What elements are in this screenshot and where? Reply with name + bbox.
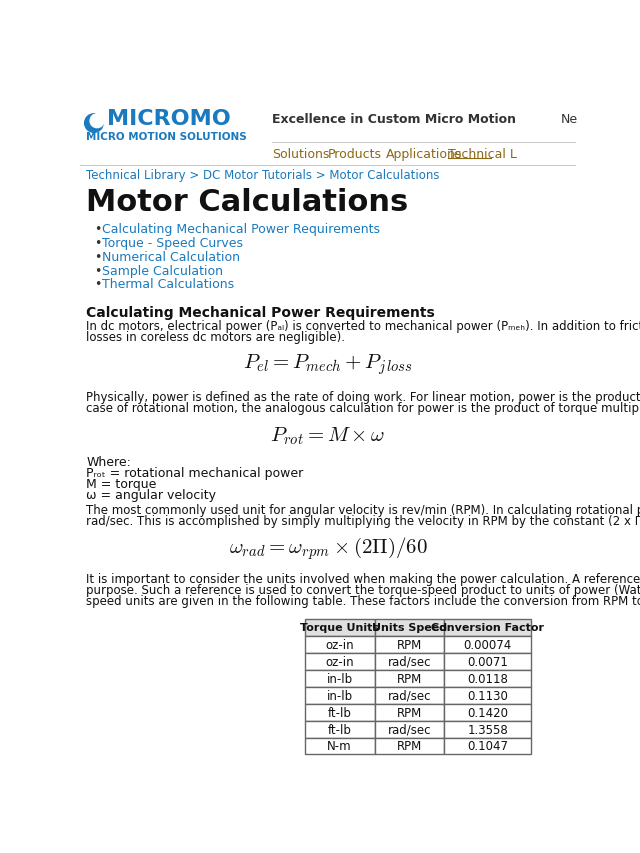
Text: Calculating Mechanical Power Requirements: Calculating Mechanical Power Requirement… — [102, 223, 380, 235]
Text: case of rotational motion, the analogous calculation for power is the product of: case of rotational motion, the analogous… — [86, 401, 640, 415]
Text: 0.1420: 0.1420 — [467, 705, 508, 719]
Text: Sample Calculation: Sample Calculation — [102, 264, 223, 277]
Bar — [305, 738, 374, 755]
Bar — [305, 636, 374, 653]
Bar — [374, 738, 444, 755]
Bar — [374, 636, 444, 653]
Text: •: • — [94, 264, 101, 277]
Bar — [444, 704, 531, 721]
Text: Applications: Applications — [386, 148, 463, 161]
Circle shape — [84, 114, 103, 133]
Text: Thermal Calculations: Thermal Calculations — [102, 278, 234, 291]
Text: 0.0071: 0.0071 — [467, 655, 508, 668]
Text: Technical L: Technical L — [448, 148, 517, 161]
Text: Products: Products — [328, 148, 382, 161]
Text: rad/sec: rad/sec — [388, 689, 431, 702]
Bar — [374, 670, 444, 687]
Text: •: • — [94, 278, 101, 291]
Text: 0.1047: 0.1047 — [467, 740, 508, 752]
Text: Units Speed: Units Speed — [372, 623, 447, 633]
Text: Physically, power is defined as the rate of doing work. For linear motion, power: Physically, power is defined as the rate… — [86, 391, 640, 403]
Bar — [444, 670, 531, 687]
Text: Technical Library > DC Motor Tutorials > Motor Calculations: Technical Library > DC Motor Tutorials >… — [86, 169, 440, 182]
Bar — [374, 653, 444, 670]
Bar — [305, 721, 374, 738]
Bar — [444, 619, 531, 636]
Bar — [305, 619, 374, 636]
Text: rad/sec: rad/sec — [388, 655, 431, 668]
Bar — [444, 636, 531, 653]
Text: ω = angular velocity: ω = angular velocity — [86, 488, 216, 501]
Text: M = torque: M = torque — [86, 478, 157, 490]
Text: Motor Calculations: Motor Calculations — [86, 188, 408, 217]
Text: in-lb: in-lb — [326, 672, 353, 685]
Text: $P_{el} = P_{mech} + P_{j\,loss}$: $P_{el} = P_{mech} + P_{j\,loss}$ — [243, 352, 413, 377]
Text: 0.1130: 0.1130 — [467, 689, 508, 702]
Text: Torque - Speed Curves: Torque - Speed Curves — [102, 236, 243, 250]
Text: purpose. Such a reference is used to convert the torque-speed product to units o: purpose. Such a reference is used to con… — [86, 583, 640, 596]
Text: rad/sec: rad/sec — [388, 722, 431, 735]
Text: Numerical Calculation: Numerical Calculation — [102, 251, 240, 264]
Text: Torque Units: Torque Units — [300, 623, 379, 633]
Text: Solutions: Solutions — [272, 148, 330, 161]
Text: Excellence in Custom Micro Motion: Excellence in Custom Micro Motion — [272, 113, 516, 125]
Text: $\omega_{rad} = \omega_{rpm} \times (2\Pi)/60$: $\omega_{rad} = \omega_{rpm} \times (2\P… — [228, 535, 428, 562]
Text: N-m: N-m — [327, 740, 352, 752]
Text: 1.3558: 1.3558 — [467, 722, 508, 735]
Text: The most commonly used unit for angular velocity is rev/min (RPM). In calculatin: The most commonly used unit for angular … — [86, 503, 640, 516]
Text: 0.00074: 0.00074 — [463, 638, 512, 651]
Text: in-lb: in-lb — [326, 689, 353, 702]
Bar — [305, 687, 374, 704]
Bar — [444, 738, 531, 755]
Bar — [374, 687, 444, 704]
Text: It is important to consider the units involved when making the power calculation: It is important to consider the units in… — [86, 572, 640, 586]
Bar — [444, 721, 531, 738]
Text: RPM: RPM — [397, 638, 422, 651]
Bar — [374, 721, 444, 738]
Text: 0.0118: 0.0118 — [467, 672, 508, 685]
Bar — [374, 704, 444, 721]
Text: Where:: Where: — [86, 456, 131, 469]
Text: •: • — [94, 236, 101, 250]
Text: Conversion Factor: Conversion Factor — [431, 623, 544, 633]
Bar — [444, 653, 531, 670]
Bar — [305, 704, 374, 721]
Text: MICRO MOTION SOLUTIONS: MICRO MOTION SOLUTIONS — [86, 132, 247, 142]
Text: ft-lb: ft-lb — [328, 722, 351, 735]
Text: RPM: RPM — [397, 705, 422, 719]
Text: Pᵣₒₜ = rotational mechanical power: Pᵣₒₜ = rotational mechanical power — [86, 467, 303, 479]
Bar — [305, 653, 374, 670]
Bar — [305, 670, 374, 687]
Text: •: • — [94, 251, 101, 264]
Bar — [444, 687, 531, 704]
Circle shape — [90, 114, 104, 129]
Text: rad/sec. This is accomplished by simply multiplying the velocity in RPM by the c: rad/sec. This is accomplished by simply … — [86, 514, 640, 527]
Text: speed units are given in the following table. These factors include the conversi: speed units are given in the following t… — [86, 595, 640, 607]
Text: RPM: RPM — [397, 672, 422, 685]
Text: losses in coreless dc motors are negligible).: losses in coreless dc motors are negligi… — [86, 330, 345, 344]
Text: oz-in: oz-in — [325, 655, 354, 668]
Text: oz-in: oz-in — [325, 638, 354, 651]
Text: ft-lb: ft-lb — [328, 705, 351, 719]
Bar — [374, 619, 444, 636]
Text: $P_{rot} = M \times \omega$: $P_{rot} = M \times \omega$ — [270, 425, 386, 446]
Text: •: • — [94, 223, 101, 235]
Text: MICROMO: MICROMO — [107, 109, 231, 130]
Text: RPM: RPM — [397, 740, 422, 752]
Text: Ne: Ne — [561, 113, 578, 125]
Text: In dc motors, electrical power (Pₐₗ) is converted to mechanical power (Pₘₑ⁣ₕ). I: In dc motors, electrical power (Pₐₗ) is … — [86, 320, 640, 333]
Text: Calculating Mechanical Power Requirements: Calculating Mechanical Power Requirement… — [86, 305, 435, 319]
